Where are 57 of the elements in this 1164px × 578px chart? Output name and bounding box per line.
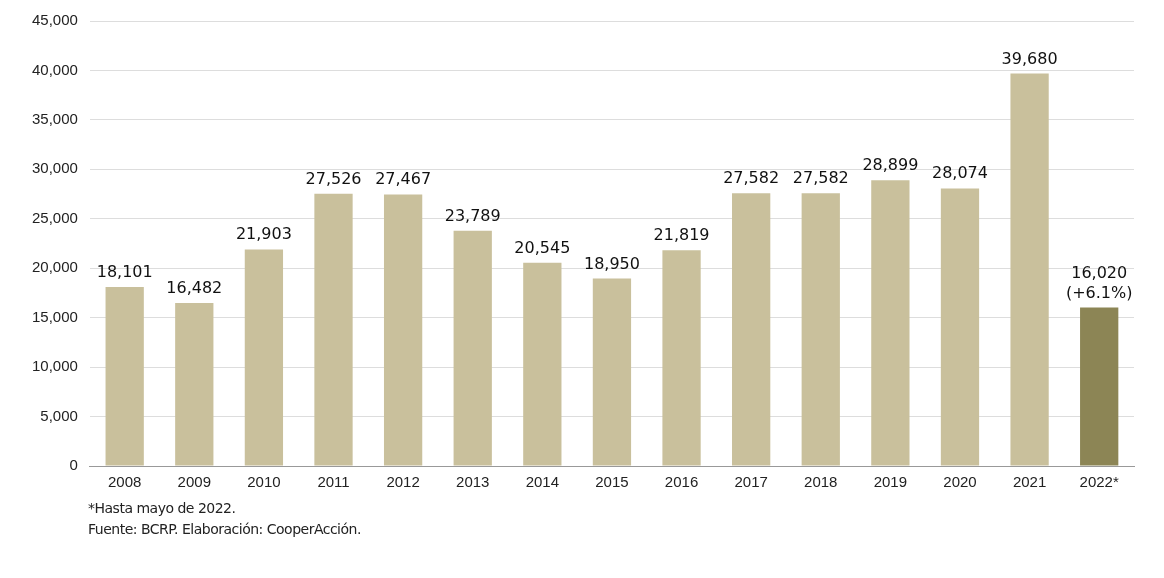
bar bbox=[1080, 307, 1119, 466]
y-tick-label: 30,000 bbox=[31, 159, 78, 177]
bar bbox=[244, 249, 284, 466]
y-tick-label: 35,000 bbox=[31, 110, 78, 128]
x-tick-label: 2015 bbox=[595, 473, 629, 491]
y-tick-label: 0 bbox=[69, 456, 78, 474]
bar bbox=[801, 193, 840, 466]
x-tick-label: 2022* bbox=[1079, 473, 1119, 491]
x-tick-label: 2020 bbox=[943, 473, 977, 491]
bar bbox=[523, 262, 562, 466]
bar bbox=[1010, 73, 1049, 466]
x-tick-label: 2010 bbox=[247, 473, 281, 491]
x-tick-label: 2021 bbox=[1012, 473, 1047, 491]
data-label: 27,582 bbox=[723, 168, 780, 188]
y-tick-label: 40,000 bbox=[31, 60, 78, 78]
x-tick-label: 2019 bbox=[873, 473, 908, 491]
bar bbox=[105, 287, 144, 466]
data-label: 28,074 bbox=[931, 163, 988, 183]
bar bbox=[175, 303, 214, 466]
data-label: 23,789 bbox=[444, 205, 501, 225]
bar bbox=[592, 278, 632, 466]
x-tick-label: 2011 bbox=[317, 473, 350, 491]
x-tick-label: 2009 bbox=[177, 473, 211, 491]
x-tick-label: 2016 bbox=[664, 473, 699, 491]
bar bbox=[314, 193, 353, 466]
y-tick-label: 5,000 bbox=[40, 406, 78, 424]
data-label: 18,950 bbox=[583, 253, 640, 273]
data-label: 21,903 bbox=[235, 224, 292, 244]
x-tick-label: 2008 bbox=[108, 473, 142, 491]
bar bbox=[871, 180, 910, 466]
data-label: 16,020 (+6.1%) bbox=[1065, 262, 1133, 302]
bar bbox=[940, 188, 980, 466]
data-label: 27,582 bbox=[792, 168, 849, 188]
y-tick-label: 20,000 bbox=[31, 258, 78, 276]
source-note: Fuente: BCRP. Elaboración: CooperAcción. bbox=[88, 521, 362, 537]
data-label: 21,819 bbox=[653, 225, 710, 245]
data-label: 28,899 bbox=[862, 155, 919, 175]
data-label: 18,101 bbox=[96, 262, 153, 281]
data-label: 27,467 bbox=[375, 169, 432, 189]
bar bbox=[732, 193, 771, 466]
data-label: 39,680 bbox=[1001, 48, 1058, 68]
x-tick-label: 2018 bbox=[804, 473, 838, 491]
y-tick-label: 10,000 bbox=[31, 357, 78, 375]
x-tick-label: 2014 bbox=[525, 473, 560, 491]
text: *Hasta mayo de 2022. bbox=[88, 500, 237, 516]
x-tick-label: 2012 bbox=[386, 473, 420, 491]
bar bbox=[383, 194, 423, 466]
y-tick-label: 15,000 bbox=[31, 307, 78, 325]
x-tick-label: 2017 bbox=[734, 473, 768, 491]
bar bbox=[662, 250, 701, 466]
data-label: 16,482 bbox=[166, 278, 223, 298]
y-tick-label: 45,000 bbox=[31, 11, 78, 29]
y-tick-label: 25,000 bbox=[31, 208, 78, 226]
x-tick-label: 2013 bbox=[456, 473, 490, 491]
data-label: 27,526 bbox=[305, 168, 362, 188]
bar bbox=[453, 230, 492, 466]
data-label: 20,545 bbox=[514, 237, 571, 257]
